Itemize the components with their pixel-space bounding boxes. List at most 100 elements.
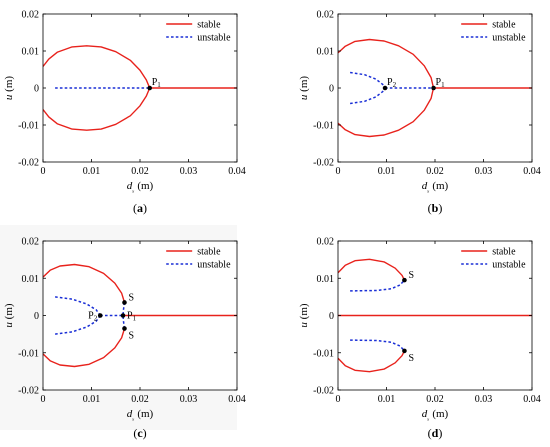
x-tick-label: 0 bbox=[336, 394, 341, 405]
caption-open: ( bbox=[428, 201, 432, 215]
x-axis-label-var: d bbox=[127, 408, 133, 420]
point-p1-marker bbox=[431, 85, 436, 91]
point-label-main: P bbox=[127, 311, 133, 322]
y-axis-label-var: u bbox=[298, 322, 310, 328]
point-p1-marker bbox=[147, 85, 152, 91]
point-label-sub: 2 bbox=[94, 315, 98, 323]
y-tick-label: -0.02 bbox=[18, 386, 39, 397]
y-axis-label-unit: (m) bbox=[3, 76, 15, 95]
series-unstable-line bbox=[350, 339, 405, 352]
series-stable-line bbox=[338, 258, 406, 281]
y-tick-label: -0.01 bbox=[18, 348, 39, 359]
caption-letter: d bbox=[432, 426, 439, 440]
point-label: P1 bbox=[127, 311, 137, 323]
series-unstable-line bbox=[349, 71, 386, 89]
point-label-sub: 2 bbox=[393, 81, 397, 89]
chart-panel-1: 0 0.01 0.02 0.03 0.04 0.02 0.01 0 -0.01 -0.02 dₓ (… bbox=[3, 10, 246, 216]
x-axis-label-unit: (m) bbox=[135, 180, 154, 192]
point-label-main: S bbox=[408, 353, 414, 364]
chart-panel-3: 0 0.01 0.02 0.03 0.04 0.02 0.01 0 -0.01 -0.02 dₓ (… bbox=[0, 225, 246, 440]
plot-data bbox=[338, 38, 532, 138]
caption-open: ( bbox=[428, 426, 432, 440]
x-axis-label-unit: (m) bbox=[430, 180, 449, 192]
panel-caption: (c) bbox=[133, 426, 146, 440]
point-p2-marker bbox=[382, 85, 388, 91]
caption-close: ) bbox=[143, 426, 147, 440]
x-axis-label-unit: (m) bbox=[135, 408, 154, 420]
point-s-marker bbox=[122, 326, 127, 331]
panel-caption: (b) bbox=[428, 201, 443, 215]
caption-letter: c bbox=[137, 426, 143, 440]
y-tick-label: -0.02 bbox=[313, 158, 334, 169]
y-axis-label-var: u bbox=[3, 322, 15, 328]
y-tick-label: 0.01 bbox=[317, 47, 335, 58]
point-label: S bbox=[128, 292, 134, 303]
point-label: P2 bbox=[387, 77, 397, 89]
series-stable-line bbox=[338, 350, 406, 373]
point-label-sub: 1 bbox=[441, 81, 445, 89]
y-tick-label: 0 bbox=[34, 311, 39, 322]
x-tick-label: 0.01 bbox=[83, 394, 101, 405]
x-tick-label: 0.04 bbox=[523, 394, 541, 405]
series-stable-line bbox=[43, 328, 126, 368]
point-label: P1 bbox=[152, 77, 162, 89]
point-label: S bbox=[408, 270, 414, 281]
x-tick-label: 0.02 bbox=[131, 394, 149, 405]
point-label-main: P bbox=[387, 77, 393, 88]
x-tick-label: 0.03 bbox=[475, 394, 493, 405]
x-tick-label: 0.02 bbox=[131, 166, 149, 177]
series-unstable-line bbox=[55, 315, 101, 335]
y-axis-label-unit: (m) bbox=[298, 303, 310, 322]
x-axis-label-var: d bbox=[422, 180, 428, 192]
series-stable-line bbox=[43, 263, 126, 303]
y-tick-label: 0.02 bbox=[22, 237, 40, 248]
x-axis-label-sub: ₓ bbox=[131, 185, 134, 194]
point-p2-marker bbox=[97, 313, 103, 318]
point-s-marker bbox=[402, 277, 407, 283]
point-s-marker bbox=[122, 300, 127, 305]
y-axis-label: u (m) bbox=[298, 303, 310, 327]
x-axis-label-var: d bbox=[422, 408, 428, 420]
point-p1-marker bbox=[120, 313, 126, 318]
caption-open: ( bbox=[133, 201, 137, 215]
legend-unstable-label: unstable bbox=[492, 33, 526, 44]
point-label: S bbox=[408, 353, 414, 364]
x-tick-label: 0.03 bbox=[180, 394, 198, 405]
x-tick-label: 0 bbox=[41, 166, 46, 177]
panel-caption: (a) bbox=[133, 201, 147, 215]
point-label-main: P bbox=[436, 77, 442, 88]
y-tick-label: 0.02 bbox=[22, 10, 40, 21]
caption-close: ) bbox=[143, 201, 147, 215]
caption-close: ) bbox=[438, 201, 442, 215]
x-tick-label: 0.02 bbox=[426, 394, 444, 405]
point-label-main: S bbox=[128, 292, 134, 303]
x-tick-label: 0.04 bbox=[523, 166, 541, 177]
point-label-main: S bbox=[128, 331, 134, 342]
point-label-main: P bbox=[152, 77, 158, 88]
y-tick-label: 0.01 bbox=[22, 274, 40, 285]
point-label-sub: 1 bbox=[133, 315, 137, 323]
x-axis-label: dₓ (m) bbox=[127, 180, 154, 194]
x-axis-label-unit: (m) bbox=[430, 408, 449, 420]
x-tick-label: 0.04 bbox=[228, 166, 246, 177]
x-axis-label: dₓ (m) bbox=[422, 408, 449, 422]
x-tick-label: 0.03 bbox=[180, 166, 198, 177]
caption-letter: b bbox=[432, 201, 439, 215]
y-axis-label-unit: (m) bbox=[298, 76, 310, 95]
x-tick-label: 0.03 bbox=[475, 166, 493, 177]
legend-unstable-label: unstable bbox=[197, 33, 231, 44]
x-tick-label: 0.01 bbox=[378, 394, 396, 405]
y-tick-label: -0.01 bbox=[18, 121, 39, 132]
y-tick-label: -0.02 bbox=[313, 386, 334, 397]
y-axis-label: u (m) bbox=[298, 76, 310, 100]
y-tick-label: 0.02 bbox=[317, 10, 335, 21]
legend-unstable-label: unstable bbox=[492, 260, 526, 271]
y-axis-label-var: u bbox=[298, 94, 310, 100]
point-label: P2 bbox=[88, 311, 98, 323]
point-label-main: P bbox=[88, 311, 94, 322]
caption-letter: a bbox=[137, 201, 143, 215]
series-stable-line bbox=[43, 45, 151, 89]
legend-stable-label: stable bbox=[492, 247, 516, 258]
legend-unstable-label: unstable bbox=[197, 260, 231, 271]
chart-panel-2: 0 0.01 0.02 0.03 0.04 0.02 0.01 0 -0.01 -0.02 dₓ (… bbox=[298, 10, 541, 216]
